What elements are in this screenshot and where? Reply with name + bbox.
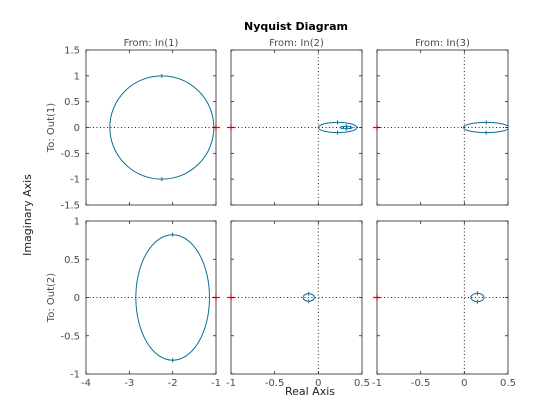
x-tick-label: -0.5 bbox=[265, 378, 285, 389]
y-tick-label: 0.5 bbox=[64, 255, 80, 266]
x-tick-label: -1 bbox=[211, 378, 221, 389]
subplot-background bbox=[231, 221, 362, 374]
y-tick-label: 1.5 bbox=[64, 46, 80, 57]
subplot-plot-area bbox=[302, 291, 315, 304]
row-label: To: Out(2) bbox=[46, 273, 57, 323]
x-tick-label: -4 bbox=[81, 378, 91, 389]
x-tick-label: -3 bbox=[124, 378, 134, 389]
subplot-r0c2: From: In(3) bbox=[373, 38, 509, 206]
y-axis-label: Imaginary Axis bbox=[21, 174, 34, 256]
y-tick-label: -1 bbox=[70, 370, 80, 381]
y-tick-label: -1.5 bbox=[60, 201, 80, 212]
subplot-r1c1: -1 -0.5 0 0.5 bbox=[226, 220, 370, 389]
y-tick-label: -1 bbox=[70, 175, 80, 186]
x-tick-label: 0.5 bbox=[500, 378, 516, 389]
x-tick-label: 0.5 bbox=[354, 378, 370, 389]
figure-title: Nyquist Diagram bbox=[244, 20, 348, 33]
subplot-r1c0: -4 -3 -2 -1 -1 -0.5 0 0.5 1 To: Out(2) bbox=[46, 217, 221, 390]
x-tick-label: 0 bbox=[461, 378, 467, 389]
column-header: From: In(3) bbox=[415, 38, 470, 49]
column-header: From: In(1) bbox=[124, 38, 179, 49]
subplot-r0c1: From: In(2) bbox=[227, 38, 363, 206]
x-axis-label: Real Axis bbox=[285, 385, 335, 398]
subplot-background bbox=[86, 221, 216, 374]
y-tick-label: -0.5 bbox=[60, 149, 80, 160]
subplot-background bbox=[86, 50, 216, 205]
x-tick-label: 0 bbox=[315, 378, 321, 389]
subplot-grid: -1.5 -1 -0.5 0 0.5 1 1.5 From: In(1) To: Out(1) F… bbox=[46, 38, 516, 389]
subplot-background bbox=[377, 50, 508, 205]
y-tick-label: 1 bbox=[74, 217, 80, 228]
y-tick-label: 0 bbox=[74, 293, 80, 304]
subplot-plot-area bbox=[470, 291, 485, 304]
y-tick-label: 0.5 bbox=[64, 97, 80, 108]
subplot-plot-area bbox=[135, 232, 211, 363]
y-tick-label: 0 bbox=[74, 123, 80, 134]
subplot-plot-area bbox=[317, 120, 358, 135]
y-tick-label: -0.5 bbox=[60, 331, 80, 342]
subplot-plot-area bbox=[462, 120, 508, 135]
x-tick-label: -2 bbox=[168, 378, 178, 389]
y-tick-label: 1 bbox=[74, 71, 80, 82]
x-tick-label: -0.5 bbox=[411, 378, 431, 389]
subplot-r0c0: -1.5 -1 -0.5 0 0.5 1 1.5 From: In(1) To: Out(1) bbox=[46, 38, 220, 212]
x-tick-label: -1 bbox=[226, 378, 236, 389]
row-label: To: Out(1) bbox=[46, 103, 57, 153]
subplot-background bbox=[231, 50, 362, 205]
subplot-r1c2: -1 -0.5 0 0.5 bbox=[372, 220, 516, 389]
column-header: From: In(2) bbox=[269, 38, 324, 49]
subplot-background bbox=[377, 221, 508, 374]
x-tick-label: -1 bbox=[372, 378, 382, 389]
